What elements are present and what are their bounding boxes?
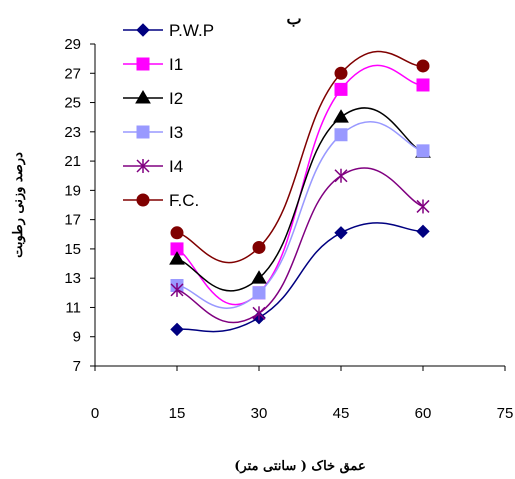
y-tick-label: 23 bbox=[64, 124, 81, 141]
series-line-i2 bbox=[176, 107, 424, 292]
series-line-p-w-p bbox=[176, 222, 424, 333]
legend-marker-i2 bbox=[135, 90, 151, 104]
legend-item-i1: I1 bbox=[123, 55, 183, 74]
legend-label: P.W.P bbox=[169, 21, 214, 40]
y-tick-label: 29 bbox=[64, 36, 81, 53]
x-axis-title: عمق خاک ( سانتی متر) bbox=[234, 459, 365, 474]
legend: P.W.P I1 I2 I3 I4 F.C. bbox=[123, 21, 214, 210]
data-point-i1 bbox=[334, 82, 348, 96]
legend-item-f-c: F.C. bbox=[123, 191, 199, 210]
legend-marker-i3 bbox=[136, 125, 150, 139]
data-point-p-w-p bbox=[334, 226, 348, 240]
series-i4 bbox=[170, 167, 430, 324]
x-tick-label: 30 bbox=[251, 405, 268, 422]
data-point-f-c bbox=[334, 66, 348, 80]
data-point-i3 bbox=[334, 128, 348, 142]
legend-item-i3: I3 bbox=[123, 123, 183, 142]
legend-label: I3 bbox=[169, 123, 183, 142]
series-i3 bbox=[170, 120, 430, 309]
series-line-f-c bbox=[176, 50, 424, 264]
y-tick-label: 11 bbox=[65, 299, 81, 316]
data-point-f-c bbox=[170, 226, 184, 240]
series-p-w-p bbox=[170, 222, 430, 337]
data-point-i1 bbox=[416, 78, 430, 92]
legend-label: I2 bbox=[169, 89, 183, 108]
data-point-p-w-p bbox=[416, 224, 430, 239]
series-line-i1 bbox=[176, 64, 424, 306]
series-layer bbox=[169, 50, 431, 337]
legend-label: I4 bbox=[169, 157, 183, 176]
y-tick-label: 7 bbox=[73, 358, 81, 375]
legend-label: F.C. bbox=[169, 191, 199, 210]
y-tick-label: 17 bbox=[64, 212, 81, 229]
data-point-i4 bbox=[334, 168, 348, 183]
series-f-c bbox=[170, 50, 430, 264]
data-point-i4 bbox=[252, 306, 266, 321]
x-tick-label: 75 bbox=[497, 405, 514, 422]
x-tick-label: 45 bbox=[333, 405, 350, 422]
x-tick-label: 15 bbox=[169, 405, 186, 422]
series-i2 bbox=[169, 107, 431, 292]
series-i1 bbox=[170, 64, 430, 306]
y-tick-label: 19 bbox=[64, 182, 81, 199]
y-tick-label: 27 bbox=[64, 65, 81, 82]
series-line-i4 bbox=[176, 167, 424, 324]
legend-label: I1 bbox=[169, 55, 183, 74]
data-point-f-c bbox=[252, 240, 266, 254]
data-point-i2 bbox=[333, 109, 349, 123]
legend-item-p-w-p: P.W.P bbox=[123, 21, 214, 40]
legend-marker-i1 bbox=[136, 57, 150, 71]
series-line-i3 bbox=[176, 120, 424, 309]
legend-item-i4: I4 bbox=[123, 157, 183, 176]
x-tick-label: 0 bbox=[91, 405, 99, 422]
legend-marker-i4 bbox=[136, 159, 150, 173]
data-point-f-c bbox=[416, 59, 430, 73]
legend-item-i2: I2 bbox=[123, 89, 183, 108]
legend-marker-p-w-p bbox=[136, 23, 150, 37]
data-point-i2 bbox=[169, 251, 185, 265]
data-point-i4 bbox=[170, 282, 184, 297]
panel-label: ب bbox=[286, 9, 301, 28]
y-axis-ticks: 7 9 11 13 15 17 19 21 23 25 27 29 bbox=[64, 36, 95, 375]
legend-marker-f-c bbox=[136, 193, 150, 207]
y-tick-label: 13 bbox=[64, 270, 81, 287]
data-point-i2 bbox=[251, 270, 267, 284]
data-point-i3 bbox=[252, 286, 266, 300]
y-tick-label: 21 bbox=[64, 153, 81, 170]
data-point-i3 bbox=[416, 144, 430, 158]
data-point-i4 bbox=[416, 199, 430, 214]
y-tick-label: 25 bbox=[64, 95, 81, 112]
y-axis-title: درصد وزنی رطوبت bbox=[11, 152, 26, 258]
plot-area: 7 9 11 13 15 17 19 21 23 25 27 29 0 15 30 45 60 75 bbox=[64, 36, 513, 422]
y-tick-label: 15 bbox=[64, 241, 81, 258]
y-tick-label: 9 bbox=[73, 329, 81, 346]
x-axis-ticks: 0 15 30 45 60 75 bbox=[91, 366, 514, 422]
data-point-p-w-p bbox=[170, 322, 184, 337]
x-tick-label: 60 bbox=[415, 405, 432, 422]
